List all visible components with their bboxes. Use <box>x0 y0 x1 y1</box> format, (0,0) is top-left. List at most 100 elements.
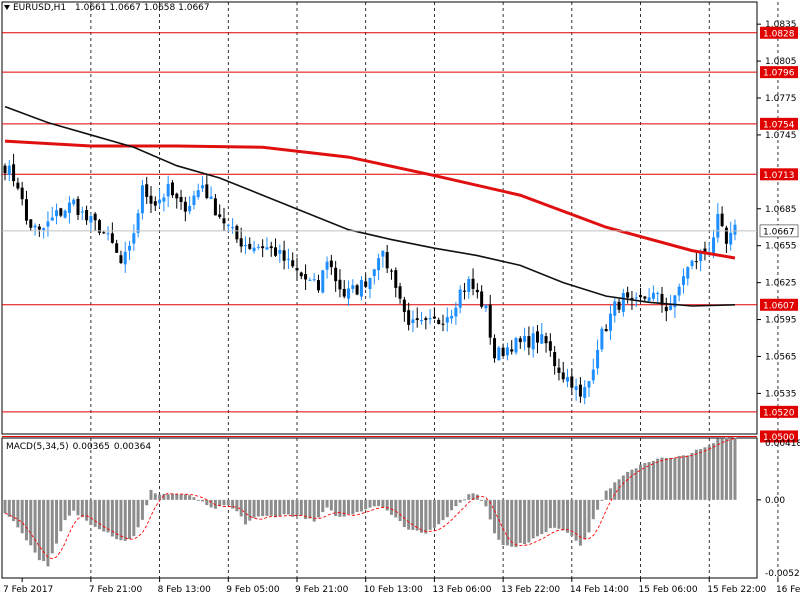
candle-body-bull <box>188 205 192 212</box>
macd-bar <box>407 499 411 530</box>
candle-body-bear <box>119 255 123 264</box>
macd-bar <box>544 499 548 533</box>
macd-bar <box>441 499 445 521</box>
macd-bar <box>450 499 454 511</box>
macd-bar <box>136 499 140 528</box>
macd-bar <box>600 499 604 501</box>
macd-bar <box>480 499 484 501</box>
level-price-tag <box>760 168 798 181</box>
macd-bar <box>471 493 475 500</box>
y-tick-label: 1.0535 <box>765 389 797 399</box>
candle-body-bear <box>282 250 286 261</box>
candle-body-bull <box>140 185 144 214</box>
candle-body-bear <box>170 182 174 196</box>
macd-bar <box>634 468 638 500</box>
macd-bar <box>106 499 110 533</box>
candle-body-bull <box>651 292 655 299</box>
candle-body-bull <box>566 377 570 382</box>
macd-bar <box>12 499 16 522</box>
symbol-dropdown-icon[interactable] <box>4 5 10 10</box>
macd-bar <box>398 499 402 522</box>
macd-bar <box>462 499 466 501</box>
x-tick-label: 8 Feb 13:00 <box>158 585 212 595</box>
macd-bar <box>639 464 643 500</box>
macd-bar <box>626 471 630 500</box>
macd-bar <box>16 499 20 528</box>
macd-bar <box>153 493 157 500</box>
macd-bar <box>80 499 84 518</box>
candle-body-bull <box>608 313 612 331</box>
macd-bar <box>583 499 587 540</box>
macd-bar <box>608 488 612 500</box>
price-pane-frame <box>1 1 758 435</box>
candle-body-bull <box>33 225 37 228</box>
macd-bar <box>540 499 544 535</box>
macd-bar <box>7 499 11 517</box>
macd-bar <box>596 499 600 510</box>
candle-body-bear <box>441 323 445 325</box>
macd-bar <box>102 499 106 532</box>
macd-bar <box>372 499 376 507</box>
macd-pane-frame <box>1 437 758 579</box>
macd-bar <box>239 499 243 517</box>
x-tick-label: 9 Feb 05:00 <box>226 585 280 595</box>
candle-body-bull <box>686 267 690 279</box>
macd-bar <box>566 499 570 533</box>
macd-bar <box>170 493 174 500</box>
macd-bar <box>261 499 265 517</box>
candle-body-bull <box>647 297 651 301</box>
level-price-tag <box>760 66 798 79</box>
candle-body-bear <box>153 201 157 206</box>
macd-bar <box>274 499 278 518</box>
candle-body-bear <box>437 319 441 325</box>
candle-body-bull <box>596 349 600 369</box>
level-price-tag <box>760 430 798 443</box>
macd-bar <box>454 499 458 507</box>
candle-body-bull <box>209 196 213 199</box>
macd-bar <box>699 449 703 500</box>
macd-bar <box>647 462 651 500</box>
candle-body-bear <box>97 220 101 233</box>
macd-header: MACD(5,34,5) 0.00365 0.00364 <box>6 442 155 452</box>
candle-body-bear <box>3 165 7 174</box>
macd-bar <box>183 494 187 500</box>
macd-bar <box>656 458 660 500</box>
macd-bar <box>381 499 385 508</box>
macd-bar <box>269 499 273 516</box>
macd-bar <box>518 499 522 543</box>
candle-body-bear <box>24 199 28 221</box>
level-price-label: 1.0607 <box>763 301 795 311</box>
candle-body-bull <box>531 333 535 350</box>
macd-bar <box>364 499 368 510</box>
macd-signal-value: 0.00364 <box>113 442 152 452</box>
macd-bar <box>617 479 621 500</box>
candle-body-bull <box>243 245 247 247</box>
candle-body-bear <box>570 376 574 388</box>
macd-bar <box>591 499 595 520</box>
x-tick-label: 9 Feb 21:00 <box>295 585 349 595</box>
macd-bar <box>686 455 690 500</box>
candle-body-bear <box>548 341 552 351</box>
macd-bar <box>535 499 539 537</box>
candle-body-bear <box>213 198 217 216</box>
ohlc-close: 1.0667 <box>178 3 210 13</box>
candle-body-bull <box>600 328 604 350</box>
candle-body-bull <box>677 286 681 296</box>
candle-body-bull <box>347 288 351 299</box>
macd-bar <box>179 494 183 500</box>
candle-body-bull <box>265 247 269 250</box>
level-price-label: 1.0520 <box>763 408 795 418</box>
candle-body-bull <box>80 211 84 213</box>
candle-body-bear <box>299 272 303 277</box>
candle-body-bear <box>471 278 475 289</box>
candle-body-bull <box>669 305 673 310</box>
macd-bar <box>235 499 239 512</box>
candle-body-bear <box>557 367 561 373</box>
candle-body-bull <box>55 210 59 217</box>
macd-bar <box>325 499 329 508</box>
candle-body-bull <box>372 269 376 277</box>
candle-body-bull <box>63 210 67 218</box>
candle-body-bull <box>484 305 488 309</box>
